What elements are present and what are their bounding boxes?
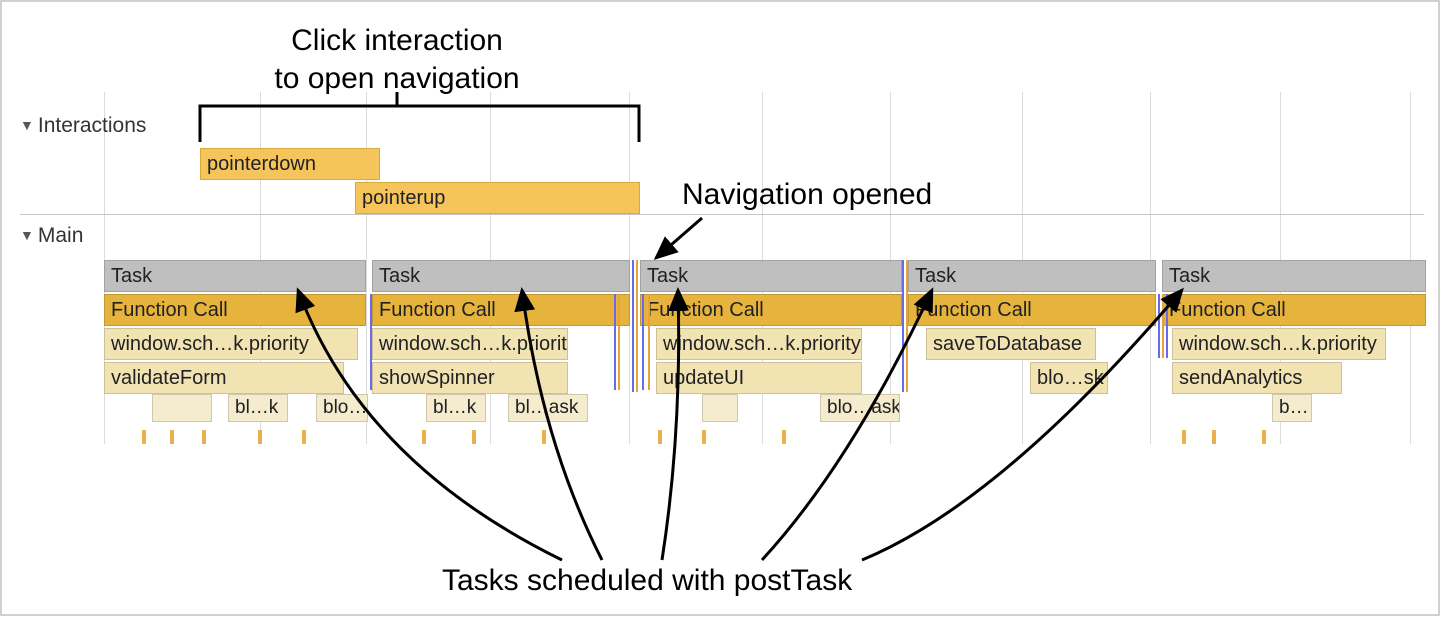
frame-stripe — [642, 294, 644, 390]
frame-tick — [258, 430, 262, 444]
track-divider — [20, 214, 1424, 215]
function-call-bar[interactable]: Function Call — [1162, 294, 1426, 326]
frame-stripe — [614, 294, 616, 390]
stack-frame-bar[interactable] — [152, 394, 212, 422]
frame-tick — [302, 430, 306, 444]
stack-frame-bar[interactable]: updateUI — [656, 362, 862, 394]
frame-stripe — [1158, 294, 1160, 358]
frame-stripe — [618, 294, 620, 390]
stack-frame-bar[interactable]: saveToDatabase — [926, 328, 1096, 360]
stack-frame-bar[interactable] — [702, 394, 738, 422]
frame-tick — [1212, 430, 1216, 444]
chevron-down-icon: ▼ — [20, 227, 34, 243]
chevron-down-icon: ▼ — [20, 117, 34, 133]
annotation-bottom: Tasks scheduled with postTask — [442, 562, 852, 600]
frame-tick — [702, 430, 706, 444]
frame-stripe — [632, 260, 634, 392]
frame-stripe — [370, 294, 372, 390]
frame-stripe — [902, 260, 904, 392]
frame-tick — [472, 430, 476, 444]
stack-frame-bar[interactable]: window.sch…k.priority — [1172, 328, 1386, 360]
main-track-label: ▼Main — [20, 224, 83, 248]
timeline-gridline — [366, 92, 367, 444]
frame-tick — [782, 430, 786, 444]
stack-frame-bar[interactable]: bl…k — [426, 394, 486, 422]
stack-frame-bar[interactable]: window.sch…k.priority — [104, 328, 358, 360]
frame-tick — [542, 430, 546, 444]
frame-stripe — [1166, 294, 1168, 358]
frame-stripe — [636, 260, 638, 392]
frame-tick — [1262, 430, 1266, 444]
stack-frame-bar[interactable]: blo…sk — [316, 394, 368, 422]
stack-frame-bar[interactable]: validateForm — [104, 362, 344, 394]
frame-stripe — [906, 260, 908, 392]
stack-frame-bar[interactable]: blo…sk — [1030, 362, 1108, 394]
task-bar[interactable]: Task — [372, 260, 630, 292]
stack-frame-bar[interactable]: window.sch…k.priority — [656, 328, 862, 360]
stack-frame-bar[interactable]: bl…k — [228, 394, 288, 422]
frame-tick — [658, 430, 662, 444]
stack-frame-bar[interactable]: sendAnalytics — [1172, 362, 1342, 394]
task-bar[interactable]: Task — [908, 260, 1156, 292]
frame-tick — [170, 430, 174, 444]
frame-tick — [422, 430, 426, 444]
frame-stripe — [1162, 294, 1164, 358]
stack-frame-bar[interactable]: blo…ask — [820, 394, 900, 422]
frame-tick — [202, 430, 206, 444]
frame-tick — [1182, 430, 1186, 444]
interaction-bar[interactable]: pointerup — [355, 182, 640, 214]
stack-frame-bar[interactable]: showSpinner — [372, 362, 568, 394]
interaction-bar[interactable]: pointerdown — [200, 148, 380, 180]
interactions-track-label: ▼Interactions — [20, 114, 146, 138]
function-call-bar[interactable]: Function Call — [372, 294, 630, 326]
frame-stripe — [648, 294, 650, 390]
function-call-bar[interactable]: Function Call — [640, 294, 902, 326]
annotation-nav-opened: Navigation opened — [682, 176, 932, 214]
frame-tick — [142, 430, 146, 444]
stack-frame-bar[interactable]: window.sch…k.priority — [372, 328, 568, 360]
function-call-bar[interactable]: Function Call — [908, 294, 1156, 326]
task-bar[interactable]: Task — [640, 260, 902, 292]
stack-frame-bar[interactable]: bl…ask — [508, 394, 588, 422]
task-bar[interactable]: Task — [104, 260, 366, 292]
annotation-top: Click interactionto open navigation — [262, 22, 532, 97]
function-call-bar[interactable]: Function Call — [104, 294, 366, 326]
task-bar[interactable]: Task — [1162, 260, 1426, 292]
stack-frame-bar[interactable]: b… — [1272, 394, 1312, 422]
